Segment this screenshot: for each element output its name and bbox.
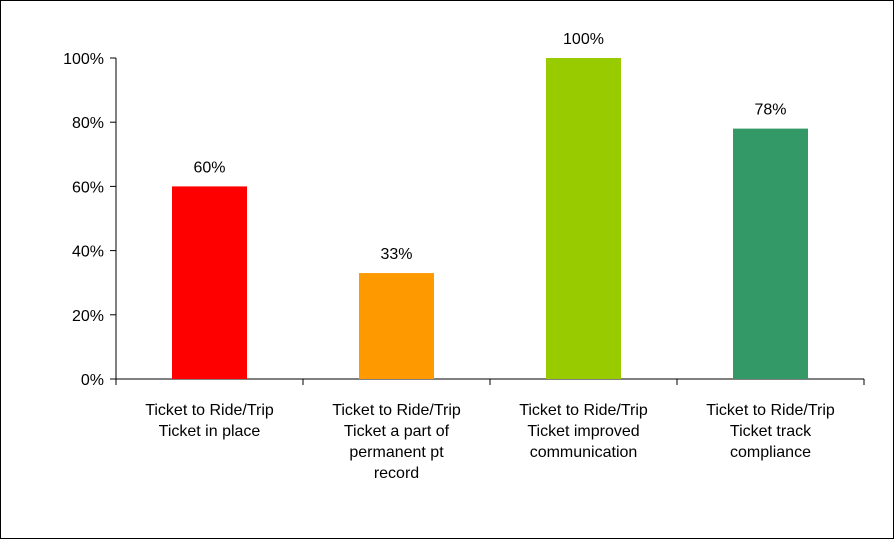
bar-value-label: 33% [380, 246, 412, 263]
bars [172, 58, 808, 379]
category-label: Ticket a part of [344, 423, 450, 440]
bar [172, 186, 247, 379]
data-labels: 60% 33% 100% 78% [193, 31, 786, 263]
category-label: permanent pt [349, 444, 444, 461]
y-tick-label: 40% [72, 244, 104, 261]
category-labels: Ticket to Ride/Trip Ticket in place Ticket… [145, 402, 835, 482]
category-label: Ticket to Ride/Trip [145, 402, 274, 419]
category-label: Ticket track [730, 423, 812, 440]
y-tick-label: 100% [63, 51, 104, 68]
bar-value-label: 78% [754, 102, 786, 119]
category-label: compliance [730, 444, 811, 461]
bar [733, 128, 808, 379]
bar [546, 58, 621, 379]
bar [359, 273, 434, 379]
category-label: Ticket to Ride/Trip [706, 402, 835, 419]
y-tick-label: 60% [72, 179, 104, 196]
category-label: Ticket to Ride/Trip [519, 402, 648, 419]
category-label: Ticket to Ride/Trip [332, 402, 461, 419]
category-label: Ticket in place [159, 423, 261, 440]
category-label: Ticket improved [527, 423, 639, 440]
bar-value-label: 100% [563, 31, 604, 48]
bar-value-label: 60% [193, 159, 225, 176]
y-tick-label: 80% [72, 115, 104, 132]
category-label: record [374, 465, 419, 482]
y-axis: 0% 20% 40% 60% 80% 100% [63, 51, 117, 389]
y-tick-label: 20% [72, 308, 104, 325]
category-label: communication [530, 444, 638, 461]
y-tick-label: 0% [81, 372, 104, 389]
